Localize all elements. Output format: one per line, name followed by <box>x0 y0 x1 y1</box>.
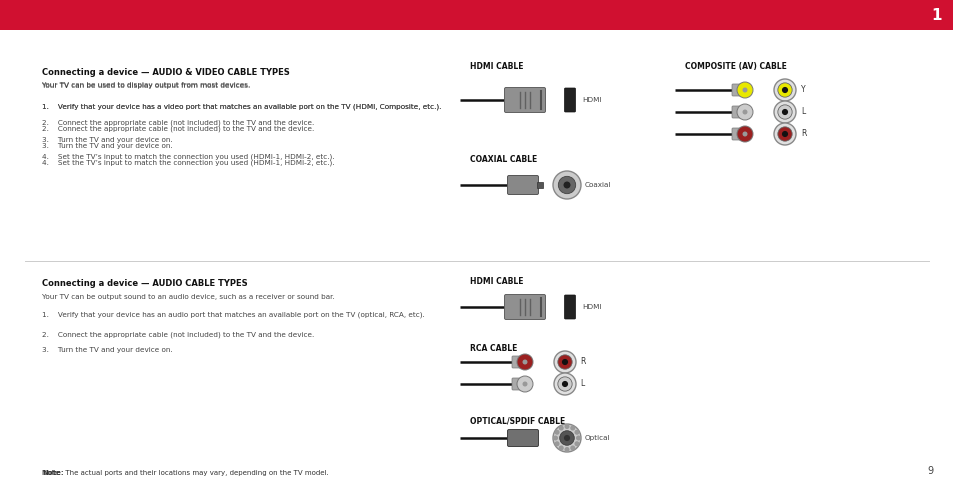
Circle shape <box>558 355 572 369</box>
Circle shape <box>570 446 575 450</box>
FancyBboxPatch shape <box>507 429 537 447</box>
Circle shape <box>574 430 578 435</box>
Text: Optical: Optical <box>584 435 610 441</box>
Circle shape <box>563 435 570 441</box>
Text: 3.    Turn the TV and your device on.: 3. Turn the TV and your device on. <box>42 137 172 143</box>
Text: 1.    Verify that your device has an audio port that matches an available port o: 1. Verify that your device has an audio … <box>42 312 424 319</box>
Circle shape <box>559 431 574 445</box>
Circle shape <box>554 441 559 446</box>
Text: 4.    Set the TV’s input to match the connection you used (HDMI-1, HDMI-2, etc.): 4. Set the TV’s input to match the conne… <box>42 154 335 161</box>
Circle shape <box>554 351 576 373</box>
Circle shape <box>517 376 533 392</box>
Text: OPTICAL/SPDIF CABLE: OPTICAL/SPDIF CABLE <box>470 416 565 425</box>
Circle shape <box>553 424 580 452</box>
Text: Your TV can be output sound to an audio device, such as a receiver or sound bar.: Your TV can be output sound to an audio … <box>42 294 335 300</box>
Circle shape <box>576 435 580 441</box>
Circle shape <box>781 131 787 137</box>
Text: 9: 9 <box>927 466 933 476</box>
Circle shape <box>574 441 578 446</box>
Circle shape <box>522 360 527 365</box>
FancyBboxPatch shape <box>564 88 575 112</box>
Circle shape <box>517 354 533 370</box>
Text: Note:: Note: <box>42 470 64 476</box>
Text: Your TV can be used to display output from most devices.: Your TV can be used to display output fr… <box>42 83 250 89</box>
Circle shape <box>781 109 787 115</box>
Circle shape <box>773 101 795 123</box>
Text: 2.    Connect the appropriate cable (not included) to the TV and the device.: 2. Connect the appropriate cable (not in… <box>42 332 314 339</box>
FancyBboxPatch shape <box>512 378 523 390</box>
Circle shape <box>741 87 747 93</box>
Text: COMPOSITE (AV) CABLE: COMPOSITE (AV) CABLE <box>684 62 786 71</box>
FancyBboxPatch shape <box>512 356 523 368</box>
Circle shape <box>554 373 576 395</box>
FancyBboxPatch shape <box>731 106 743 118</box>
Circle shape <box>563 182 570 188</box>
Circle shape <box>553 171 580 199</box>
Circle shape <box>777 105 791 119</box>
FancyBboxPatch shape <box>731 84 743 96</box>
Text: HDMI: HDMI <box>581 97 601 103</box>
Text: Connecting a device — AUDIO CABLE TYPES: Connecting a device — AUDIO CABLE TYPES <box>42 279 248 288</box>
Circle shape <box>737 126 752 142</box>
Circle shape <box>558 426 563 430</box>
FancyBboxPatch shape <box>504 87 545 113</box>
Bar <box>0 0 953 30</box>
Circle shape <box>777 83 791 97</box>
Circle shape <box>558 446 563 450</box>
Circle shape <box>737 82 752 98</box>
FancyBboxPatch shape <box>564 295 575 319</box>
Text: 4.    Set the TV’s input to match the connection you used (HDMI-1, HDMI-2, etc.): 4. Set the TV’s input to match the conne… <box>42 160 335 166</box>
Text: L: L <box>801 107 804 117</box>
Circle shape <box>564 447 569 452</box>
Text: 2.    Connect the appropriate cable (not included) to the TV and the device.: 2. Connect the appropriate cable (not in… <box>42 126 314 133</box>
FancyBboxPatch shape <box>507 176 537 195</box>
Circle shape <box>773 123 795 145</box>
Circle shape <box>570 426 575 430</box>
Circle shape <box>558 377 572 391</box>
Text: R: R <box>801 129 805 139</box>
FancyBboxPatch shape <box>731 128 743 140</box>
Circle shape <box>561 359 567 365</box>
Text: HDMI CABLE: HDMI CABLE <box>470 277 523 286</box>
Text: Y: Y <box>801 85 804 95</box>
Text: 2.    Connect the appropriate cable (not included) to the TV and the device.: 2. Connect the appropriate cable (not in… <box>42 120 314 126</box>
Text: 1.    Verify that your device has a video port that matches an available port on: 1. Verify that your device has a video p… <box>42 103 441 109</box>
Text: Your TV can be used to display output from most devices.: Your TV can be used to display output fr… <box>42 82 250 88</box>
Text: Note:  The actual ports and their locations may vary, depending on the TV model.: Note: The actual ports and their locatio… <box>42 470 329 476</box>
Circle shape <box>522 382 527 386</box>
Circle shape <box>741 131 747 137</box>
Text: 1: 1 <box>930 7 941 22</box>
Circle shape <box>561 381 567 387</box>
Circle shape <box>553 435 558 441</box>
Circle shape <box>564 424 569 429</box>
Text: 1.    Verify that your device has a video port that matches an available port on: 1. Verify that your device has a video p… <box>42 103 441 109</box>
Text: HDMI: HDMI <box>581 304 601 310</box>
Circle shape <box>741 109 747 115</box>
Circle shape <box>777 127 791 141</box>
Circle shape <box>781 87 787 93</box>
Bar <box>537 182 542 188</box>
Text: 3.    Turn the TV and your device on.: 3. Turn the TV and your device on. <box>42 143 172 149</box>
Text: R: R <box>579 358 585 366</box>
Text: L: L <box>579 380 583 388</box>
Text: RCA CABLE: RCA CABLE <box>470 344 517 353</box>
Text: Connecting a device — AUDIO & VIDEO CABLE TYPES: Connecting a device — AUDIO & VIDEO CABL… <box>42 68 290 77</box>
FancyBboxPatch shape <box>504 294 545 320</box>
Circle shape <box>554 430 559 435</box>
Text: 3.    Turn the TV and your device on.: 3. Turn the TV and your device on. <box>42 347 172 353</box>
Circle shape <box>737 104 752 120</box>
Text: Coaxial: Coaxial <box>584 182 611 188</box>
Circle shape <box>558 176 575 194</box>
Circle shape <box>773 79 795 101</box>
Text: HDMI CABLE: HDMI CABLE <box>470 62 523 71</box>
Text: COAXIAL CABLE: COAXIAL CABLE <box>470 155 537 164</box>
